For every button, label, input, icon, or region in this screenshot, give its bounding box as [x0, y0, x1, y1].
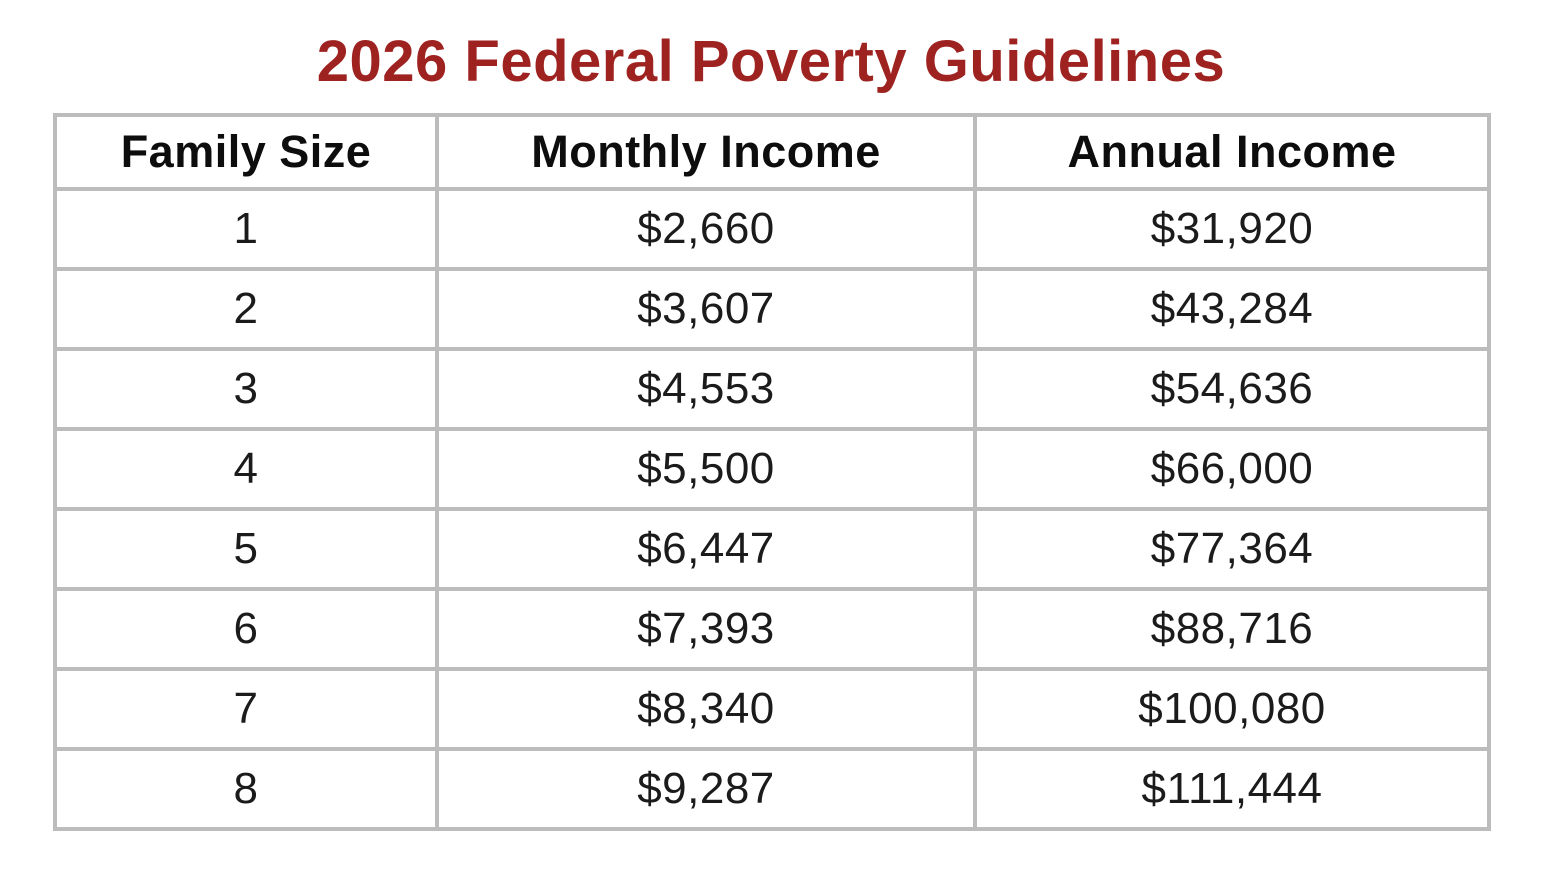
table-row: 1 $2,660 $31,920 [53, 187, 1491, 271]
page-title: 2026 Federal Poverty Guidelines [316, 29, 1226, 94]
monthly-income-cell: $4,553 [435, 347, 977, 431]
annual-income-cell: $43,284 [973, 267, 1491, 351]
header-family-size: Family Size [53, 113, 439, 191]
family-size-cell: 5 [53, 507, 439, 591]
monthly-income-cell: $7,393 [435, 587, 977, 671]
table-row: 5 $6,447 $77,364 [53, 507, 1491, 591]
family-size-cell: 2 [53, 267, 439, 351]
monthly-income-cell: $6,447 [435, 507, 977, 591]
family-size-cell: 8 [53, 747, 439, 831]
monthly-income-cell: $2,660 [435, 187, 977, 271]
annual-income-cell: $54,636 [973, 347, 1491, 431]
annual-income-cell: $111,444 [973, 747, 1491, 831]
family-size-cell: 7 [53, 667, 439, 751]
table-row: 3 $4,553 $54,636 [53, 347, 1491, 431]
annual-income-cell: $100,080 [973, 667, 1491, 751]
table-row: 8 $9,287 $111,444 [53, 747, 1491, 831]
table-row: 6 $7,393 $88,716 [53, 587, 1491, 671]
annual-income-cell: $31,920 [973, 187, 1491, 271]
family-size-cell: 4 [53, 427, 439, 511]
monthly-income-cell: $9,287 [435, 747, 977, 831]
annual-income-cell: $66,000 [973, 427, 1491, 511]
header-monthly-income: Monthly Income [435, 113, 977, 191]
family-size-cell: 3 [53, 347, 439, 431]
family-size-cell: 1 [53, 187, 439, 271]
monthly-income-cell: $3,607 [435, 267, 977, 351]
monthly-income-cell: $5,500 [435, 427, 977, 511]
table-row: 2 $3,607 $43,284 [53, 267, 1491, 351]
poverty-guidelines-table: Family Size Monthly Income Annual Income… [53, 113, 1491, 831]
header-annual-income: Annual Income [973, 113, 1491, 191]
header-row: Family Size Monthly Income Annual Income [53, 113, 1491, 191]
annual-income-cell: $88,716 [973, 587, 1491, 671]
monthly-income-cell: $8,340 [435, 667, 977, 751]
table-row: 4 $5,500 $66,000 [53, 427, 1491, 511]
table-row: 7 $8,340 $100,080 [53, 667, 1491, 751]
family-size-cell: 6 [53, 587, 439, 671]
annual-income-cell: $77,364 [973, 507, 1491, 591]
